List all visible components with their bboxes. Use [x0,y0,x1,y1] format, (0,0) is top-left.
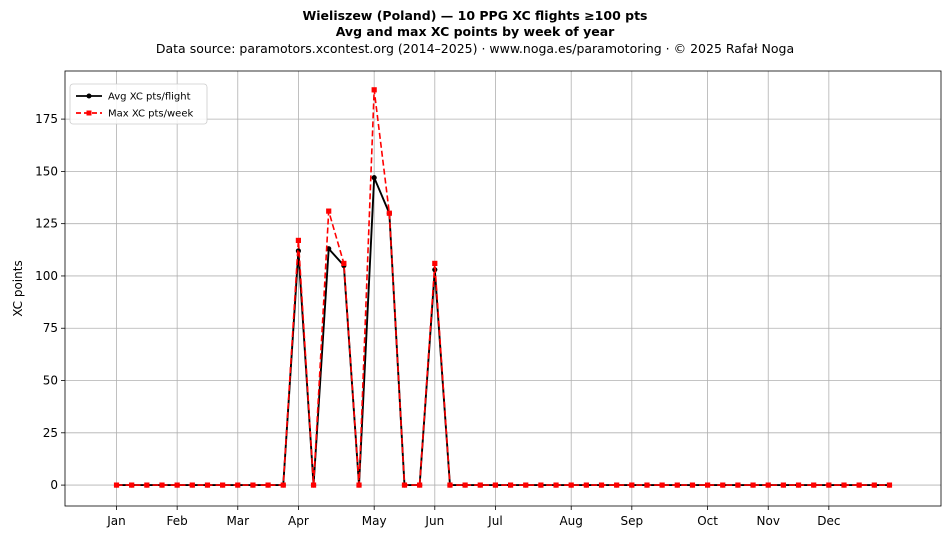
x-tick-label: Jul [487,514,502,528]
max-data-point [689,482,696,488]
x-axis: Jan Feb Mar Apr May Jun Jul Aug Sep Oct Nov Dec [106,506,840,528]
data-source-note: Data source: paramotors.xcontest.org (20… [155,41,795,56]
legend: Avg XC pts/flight Max XC pts/week [69,83,208,125]
plot-frame [64,70,942,507]
max-data-point [659,482,665,488]
max-data-point [326,208,332,214]
legend-label-max: Max XC pts/week [108,109,193,120]
max-data-point [235,482,241,488]
max-data-point [811,482,817,488]
x-tick-label: Aug [559,514,582,528]
series-layer [113,87,893,488]
max-data-point [507,482,514,488]
max-data-point [492,482,499,488]
max-data-point [886,482,893,488]
max-data-point [614,482,620,488]
x-tick-label: Sep [621,514,644,528]
max-data-point [371,87,377,93]
max-data-point [477,482,483,488]
y-tick-label: 75 [43,321,58,335]
y-axis-label: XC points [11,260,25,316]
max-data-point [144,482,150,488]
max-data-point [644,482,650,488]
max-data-point [401,482,408,488]
legend-box [69,83,208,125]
y-tick-label: 125 [35,217,58,231]
max-data-point [265,482,271,488]
max-data-point [765,482,771,488]
x-tick-label: Jan [106,514,126,528]
y-tick-label: 175 [35,112,58,126]
title-block: Wieliszew (Poland) — 10 PPG XC flights ≥… [0,8,950,57]
max-data-point [523,482,529,488]
max-data-point [720,482,726,488]
max-data-point [841,482,847,488]
max-data-point [780,482,786,488]
max-data-point [568,482,574,488]
grid-lines [65,71,941,506]
max-data-point [826,482,832,488]
max-data-point [553,482,559,488]
legend-marker-max [86,110,92,116]
x-tick-label: Feb [167,514,188,528]
max-data-point [856,482,862,488]
chart-title: Wieliszew (Poland) — 10 PPG XC flights ≥… [302,8,648,23]
max-data-point [417,482,423,488]
max-series-line [116,89,890,486]
max-data-point [705,482,711,488]
max-data-point [598,482,605,488]
y-tick-label: 150 [35,164,58,178]
max-data-point [113,482,120,488]
max-data-point [204,482,211,488]
legend-marker-avg [86,93,92,99]
x-tick-label: May [362,514,387,528]
x-tick-label: Jun [424,514,444,528]
max-data-point [341,260,347,267]
avg-data-point [371,175,377,181]
y-tick-label: 50 [43,374,58,388]
y-axis: 0 25 50 75 100 125 150 175 [35,112,65,492]
x-tick-label: Nov [757,514,780,528]
x-tick-label: Oct [697,514,718,528]
max-data-point [250,482,256,488]
y-tick-label: 0 [50,478,58,492]
max-data-point [795,482,802,488]
chart-subtitle: Avg and max XC points by week of year [335,24,615,39]
max-data-point [295,237,301,243]
max-data-point [356,482,362,488]
legend-label-avg: Avg XC pts/flight [108,92,191,103]
max-data-point [583,482,589,488]
y-tick-label: 25 [43,426,58,440]
y-tick-label: 100 [35,269,58,283]
max-data-point [189,482,195,488]
max-data-point [447,482,453,488]
max-data-point [432,260,438,267]
max-data-point [462,482,468,488]
max-data-point [129,482,135,488]
max-data-point [159,482,165,488]
max-data-point [220,482,226,488]
max-data-point [386,210,392,216]
x-tick-label: Dec [817,514,840,528]
max-data-point [735,482,741,488]
x-tick-label: Mar [226,514,249,528]
max-data-point [280,482,286,488]
x-tick-label: Apr [288,514,309,528]
max-data-point [310,482,317,488]
max-data-point [871,482,877,488]
max-data-point [174,482,180,488]
max-data-point [629,482,635,488]
max-data-point [750,482,756,488]
max-data-point [538,482,544,488]
max-data-point [674,482,680,488]
